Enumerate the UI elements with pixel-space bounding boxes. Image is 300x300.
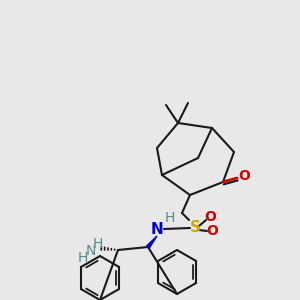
Text: O: O xyxy=(204,210,216,224)
Polygon shape xyxy=(147,236,157,248)
Text: N: N xyxy=(151,221,164,236)
Text: H: H xyxy=(165,211,175,225)
Text: N: N xyxy=(86,244,96,258)
Text: O: O xyxy=(238,169,250,183)
Text: H: H xyxy=(78,251,88,265)
Text: H: H xyxy=(93,237,103,251)
Text: S: S xyxy=(190,220,200,236)
Text: O: O xyxy=(206,224,218,238)
